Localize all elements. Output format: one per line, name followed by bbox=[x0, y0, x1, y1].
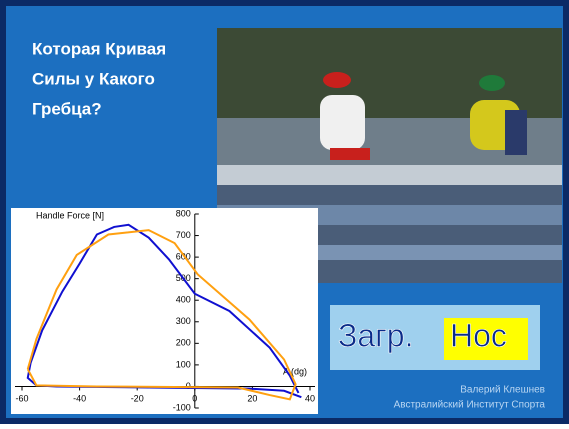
x-tick-label: 0 bbox=[192, 393, 197, 403]
y-tick-label: 100 bbox=[176, 359, 191, 369]
title-line: Гребца? bbox=[32, 99, 102, 118]
y-tick-label: 700 bbox=[176, 230, 191, 240]
y-tick-label: 800 bbox=[176, 208, 191, 218]
title-line: Силы у Какого bbox=[32, 69, 155, 88]
label-highlight: Нос bbox=[450, 317, 507, 353]
y-tick-label: 300 bbox=[176, 316, 191, 326]
x-tick-label: -60 bbox=[15, 393, 28, 403]
credit: Австралийский Институт Спорта bbox=[394, 400, 546, 411]
y-tick-label: -100 bbox=[173, 402, 191, 412]
x-tick-label: 20 bbox=[247, 393, 257, 403]
title-line: Которая Кривая bbox=[32, 39, 166, 58]
y-axis-label: Handle Force [N] bbox=[36, 210, 104, 220]
x-tick-label: -40 bbox=[73, 393, 86, 403]
y-tick-label: 0 bbox=[186, 381, 191, 391]
label-prefix: Загр. bbox=[338, 317, 413, 353]
x-tick-label: 40 bbox=[305, 393, 315, 403]
y-tick-label: 400 bbox=[176, 295, 191, 305]
credit: Валерий Клешнев bbox=[460, 385, 545, 396]
y-tick-label: 200 bbox=[176, 338, 191, 348]
slide: Которая Кривая Силы у Какого Гребца? Заг… bbox=[0, 0, 569, 424]
x-tick-label: -20 bbox=[131, 393, 144, 403]
